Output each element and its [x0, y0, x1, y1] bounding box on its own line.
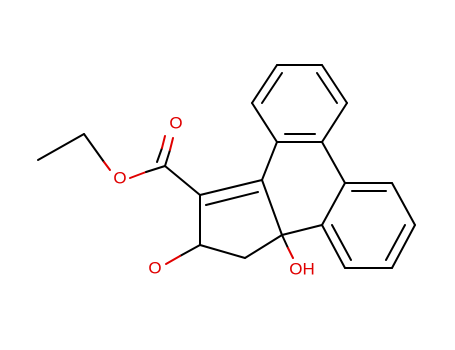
atom-label: OH — [289, 259, 315, 278]
atom-label: O — [148, 258, 161, 277]
bonds — [37, 64, 416, 269]
atom-label: O — [169, 113, 182, 132]
atom-label: O — [113, 168, 126, 187]
